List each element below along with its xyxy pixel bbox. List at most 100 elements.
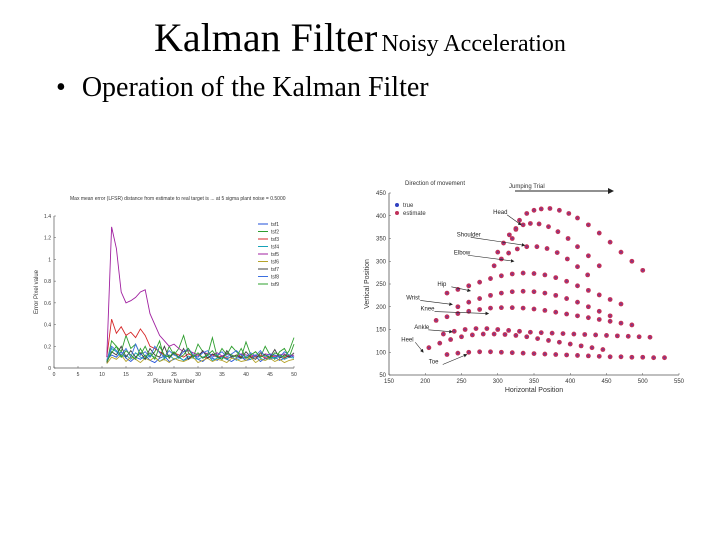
true-point-toe xyxy=(630,356,633,359)
true-point-heel xyxy=(514,334,517,337)
true-point-toe xyxy=(641,356,644,359)
true-point-shoulder xyxy=(587,254,590,257)
x-tick-label: 300 xyxy=(493,379,504,385)
chart-title: Max mean error (LFSR) distance from esti… xyxy=(70,196,286,202)
true-point-knee xyxy=(533,308,535,310)
true-point-heel xyxy=(591,346,593,349)
x-tick-label: 350 xyxy=(529,379,540,385)
true-point-ankle xyxy=(475,327,477,330)
true-point-heel xyxy=(471,334,474,336)
legend-marker xyxy=(395,203,399,207)
true-point-elbow xyxy=(586,274,589,276)
true-point-toe xyxy=(598,355,601,358)
true-point-hip xyxy=(598,294,601,296)
true-point-hip xyxy=(522,272,525,274)
y-tick-label: 350 xyxy=(376,237,387,243)
true-point-toe xyxy=(500,351,503,354)
slide-title-sub: Noisy Acceleration xyxy=(381,31,566,57)
legend-label: true xyxy=(403,203,414,209)
true-point-hip xyxy=(543,274,546,276)
y-tick-label: 0 xyxy=(48,366,51,372)
true-point-ankle xyxy=(540,331,543,334)
y-tick-label: 0.2 xyxy=(44,344,51,350)
true-point-hip xyxy=(554,276,557,279)
true-point-knee xyxy=(435,319,438,322)
true-point-elbow xyxy=(525,245,528,248)
true-point-toe xyxy=(522,352,525,355)
true-point-toe xyxy=(489,350,492,353)
true-point-heel xyxy=(438,342,441,345)
true-point-shoulder xyxy=(547,225,550,228)
true-point-knee xyxy=(609,320,612,323)
true-point-knee xyxy=(554,311,557,314)
true-point-head xyxy=(587,223,590,226)
legend-label: estimate xyxy=(403,211,426,217)
true-point-heel xyxy=(536,337,539,340)
true-point-hip xyxy=(565,280,568,283)
true-point-wrist xyxy=(489,294,492,297)
annotation-arrow-hip xyxy=(451,286,471,292)
error-line-chart: Max mean error (LFSR) distance from esti… xyxy=(34,196,297,385)
true-point-hip xyxy=(511,273,514,275)
x-axis-label: Horizontal Position xyxy=(505,387,563,394)
annotation-arrow-heel xyxy=(415,342,424,353)
true-point-ankle xyxy=(464,328,467,331)
x-tick-label: 150 xyxy=(384,379,395,385)
true-point-toe xyxy=(609,355,612,358)
annotation-label-wrist: Wrist xyxy=(406,295,420,301)
x-tick-label: 35 xyxy=(219,372,225,378)
legend-label: tsf3 xyxy=(271,237,279,243)
true-point-toe xyxy=(467,351,470,354)
true-point-knee xyxy=(489,307,492,310)
x-tick-label: 0 xyxy=(53,372,56,378)
x-tick-label: 450 xyxy=(601,379,612,385)
true-point-heel xyxy=(569,343,572,345)
true-point-shoulder xyxy=(496,251,499,254)
true-point-knee xyxy=(456,312,459,315)
true-point-knee xyxy=(587,316,590,319)
annotation-label-toe: Toe xyxy=(429,360,439,366)
x-tick-label: 15 xyxy=(123,372,129,378)
true-point-toe xyxy=(554,353,557,356)
legend-label: tsf4 xyxy=(271,245,279,251)
x-tick-label: 5 xyxy=(77,372,80,378)
annotation-arrow-toe xyxy=(442,354,468,365)
true-point-toe xyxy=(533,352,535,355)
true-point-elbow xyxy=(507,252,510,254)
true-point-head xyxy=(533,209,535,212)
true-point-shoulder xyxy=(508,233,511,236)
true-point-knee xyxy=(522,307,525,310)
trajectory-scatter-chart: Direction of movement Jumping Trial 150 2… xyxy=(364,181,685,394)
y-axis-label: Error Pixel value xyxy=(34,269,40,314)
true-point-shoulder xyxy=(538,223,540,225)
y-tick-label: 0.6 xyxy=(44,301,51,307)
annotation-arrow-knee xyxy=(434,311,490,316)
y-tick-label: 200 xyxy=(376,305,387,311)
x-tick-label: 400 xyxy=(565,379,576,385)
true-point-ankle xyxy=(562,332,564,335)
true-point-ankle xyxy=(518,330,521,333)
true-point-ankle xyxy=(572,333,575,335)
true-point-head xyxy=(609,241,612,244)
series-line-tsf9 xyxy=(106,337,295,362)
true-point-wrist xyxy=(478,297,481,300)
true-point-hip xyxy=(478,281,481,284)
annotation-label-head: Head xyxy=(493,210,507,216)
true-point-hip xyxy=(489,277,492,280)
true-point-toe xyxy=(663,356,666,359)
true-point-ankle xyxy=(594,334,597,336)
true-point-ankle xyxy=(485,327,488,330)
true-point-shoulder xyxy=(567,237,569,240)
legend-label: tsf1 xyxy=(271,222,279,228)
legend-label: tsf2 xyxy=(271,230,279,236)
legend-label: tsf5 xyxy=(271,252,279,258)
true-point-elbow xyxy=(566,258,569,260)
annotation-label-heel: Heel xyxy=(401,337,413,343)
true-point-head xyxy=(558,209,561,212)
x-tick-label: 25 xyxy=(171,372,177,378)
true-point-heel xyxy=(482,333,485,335)
bullet-text: Operation of the Kalman Filter xyxy=(81,72,429,103)
true-point-ankle xyxy=(507,329,510,332)
true-point-head xyxy=(576,217,579,219)
x-tick-label: 40 xyxy=(243,372,249,378)
